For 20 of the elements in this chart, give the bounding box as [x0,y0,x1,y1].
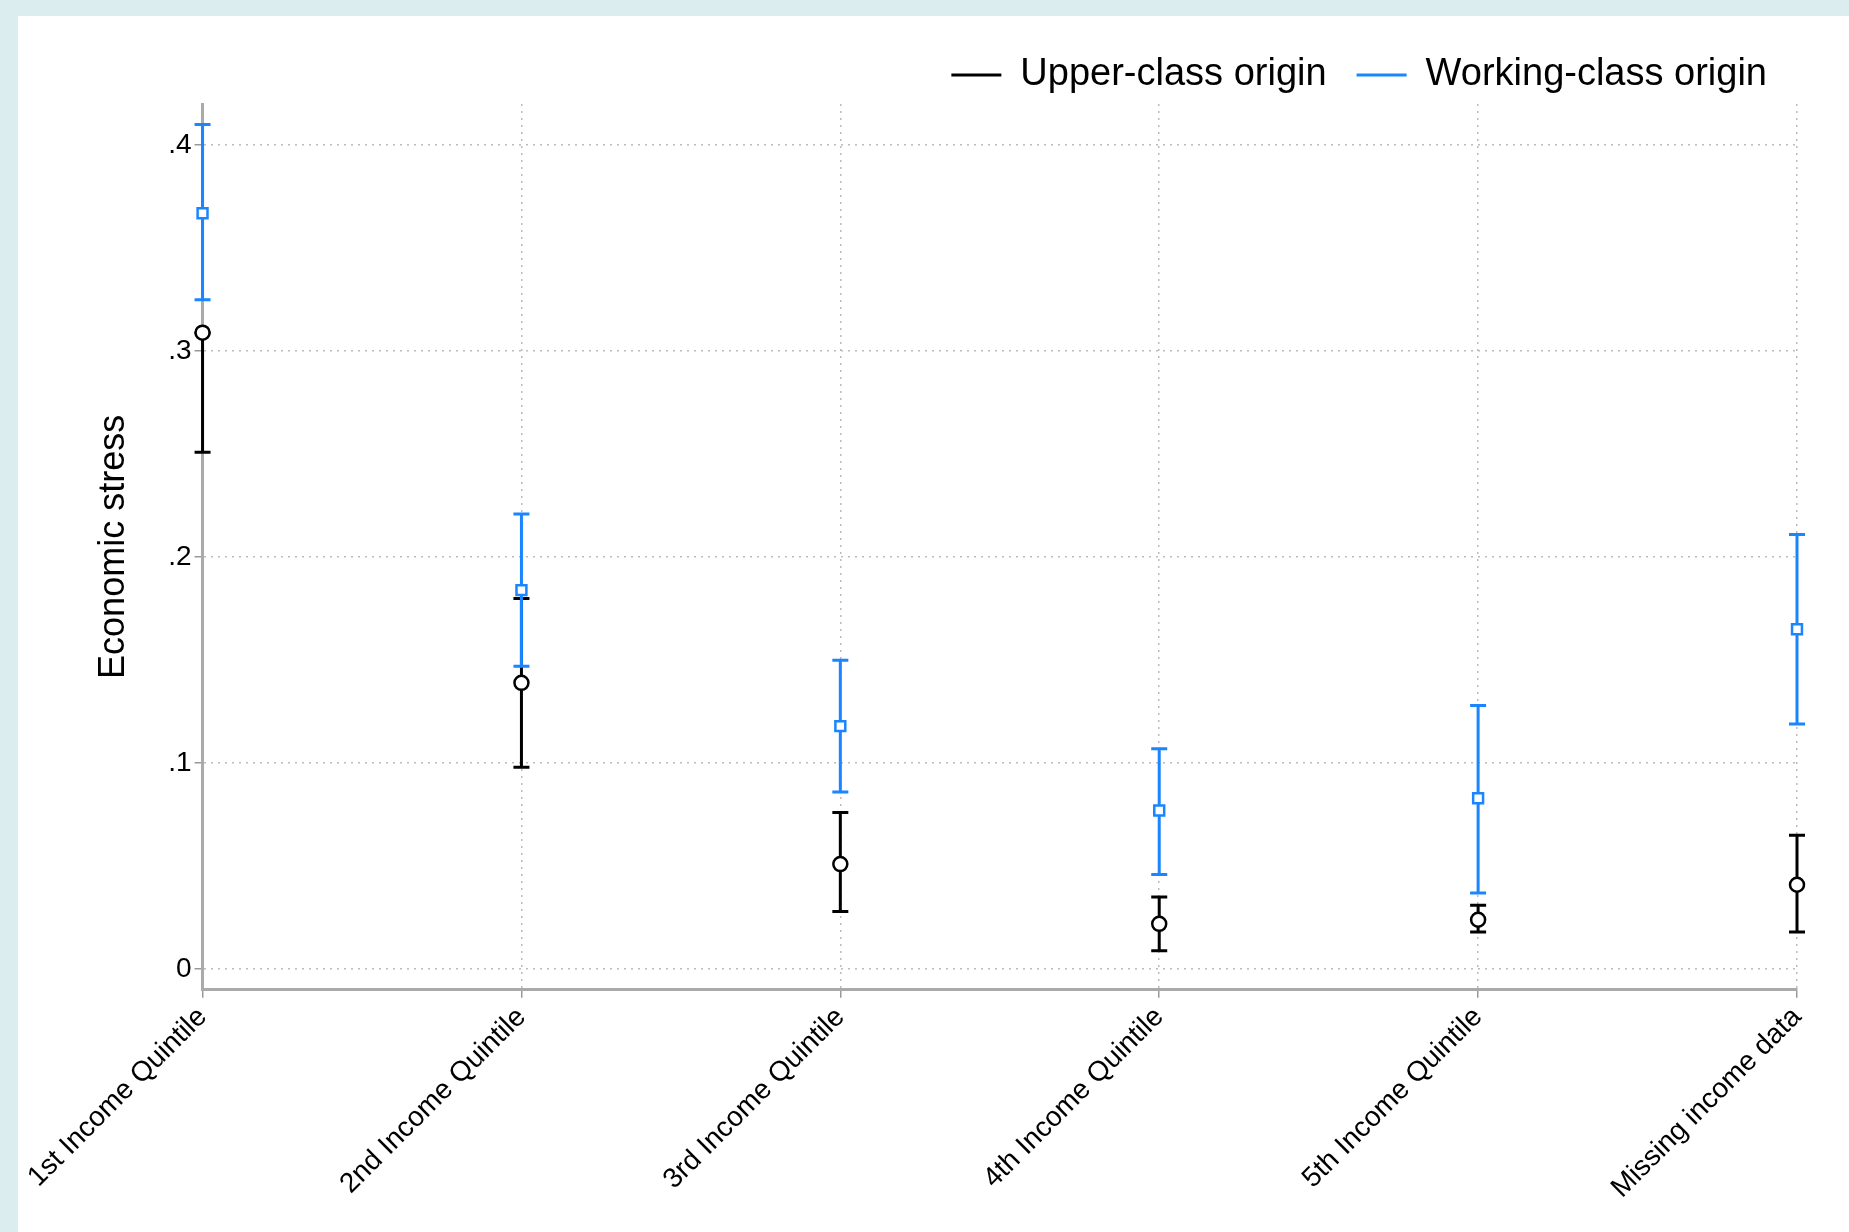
y-axis-title: Economic stress [90,414,132,679]
y-tick-label: .3 [168,333,192,365]
point [1471,792,1485,805]
point [832,855,849,873]
y-tick-label: 0 [175,951,192,983]
point [1790,623,1804,636]
point [1150,915,1168,933]
point [515,583,528,597]
y-tick-label: .2 [168,539,192,571]
legend-label: Upper-class origin [1020,51,1327,94]
point [513,674,530,692]
point [834,719,847,733]
y-tick-label: .4 [168,127,192,159]
y-tick-label: .1 [168,745,192,777]
point [194,324,211,341]
point [1469,911,1487,928]
point [196,206,209,220]
point [1153,804,1166,817]
legend-label: Working-class origin [1425,51,1767,94]
point [1788,876,1806,893]
